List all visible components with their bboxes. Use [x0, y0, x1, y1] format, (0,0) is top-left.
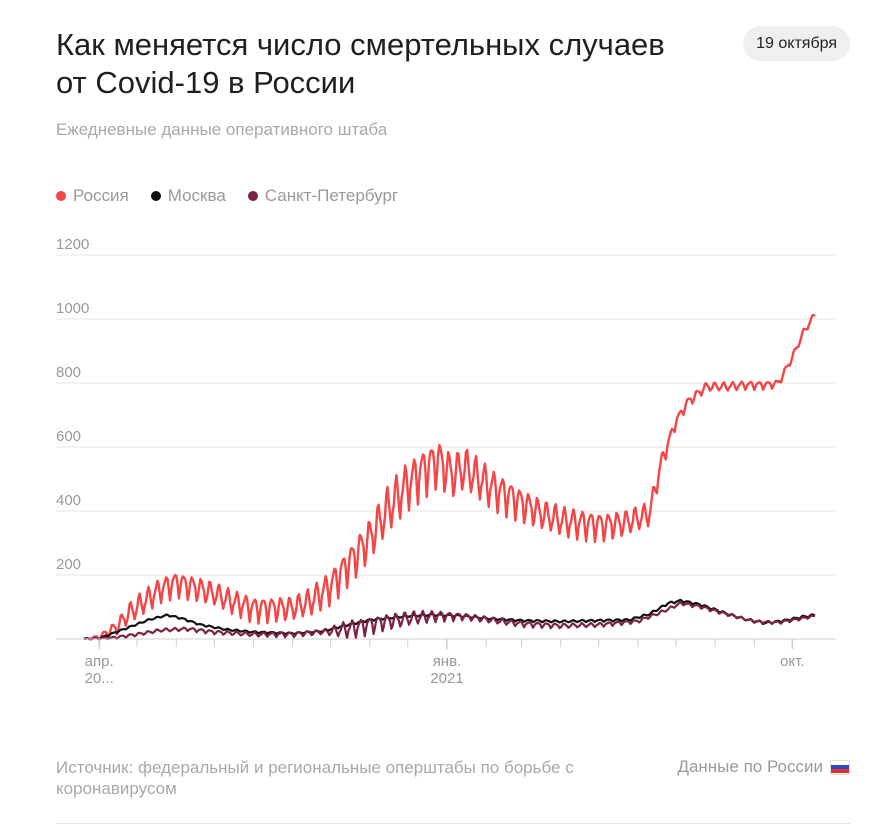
- y-tick-label: 200: [56, 556, 81, 573]
- legend-dot-icon: [150, 191, 161, 201]
- x-tick-label: окт.: [780, 653, 804, 670]
- series-lines[interactable]: [83, 314, 816, 641]
- y-tick-label: 600: [56, 428, 81, 445]
- series-line-russia[interactable]: [83, 314, 816, 641]
- legend-dot-icon: [247, 191, 258, 201]
- legend-item-spb[interactable]: Санкт-Петербург: [247, 186, 399, 206]
- x-tick-label: апр.: [85, 653, 114, 670]
- chart-title: Как меняется число смертельных случаев о…: [56, 27, 665, 100]
- y-tick-label: 400: [56, 492, 81, 509]
- line-chart[interactable]: 200 400 600 800 1000 1200 апр.20... янв.2021 ок…: [0, 230, 893, 700]
- x-tick-label: янв.: [433, 653, 462, 670]
- x-axis: апр.20... янв.2021 окт.: [56, 638, 836, 687]
- y-tick-label: 1200: [56, 236, 89, 253]
- gridlines: 200 400 600 800 1000 1200: [56, 236, 836, 576]
- russia-flag-icon: [830, 759, 850, 775]
- legend-label: Москва: [167, 186, 226, 205]
- series-line-moscow[interactable]: [83, 598, 816, 641]
- x-tick-label: 2021: [430, 670, 463, 687]
- legend-item-russia[interactable]: Россия: [56, 186, 129, 206]
- source-note: Источник: федеральный и региональные опе…: [56, 758, 574, 798]
- legend-dot-icon: [56, 191, 66, 201]
- x-tick-label: 20...: [85, 670, 114, 687]
- russia-data-link-label[interactable]: Данные по России: [677, 757, 823, 776]
- russia-data-link[interactable]: Данные по России: [677, 757, 850, 777]
- date-badge[interactable]: 19 октября: [743, 26, 850, 61]
- bottom-divider: [56, 823, 850, 824]
- legend-label: Санкт-Петербург: [264, 186, 399, 205]
- y-tick-label: 1000: [56, 300, 89, 317]
- legend-item-moscow[interactable]: Москва: [150, 186, 226, 206]
- y-tick-label: 800: [56, 364, 81, 381]
- legend-label: Россия: [73, 186, 129, 205]
- series-line-spb[interactable]: [83, 601, 816, 641]
- chart-subtitle: Ежедневные данные оперативного штаба: [56, 120, 388, 139]
- chart-legend: Россия Москва Санкт-Петербург: [56, 186, 398, 206]
